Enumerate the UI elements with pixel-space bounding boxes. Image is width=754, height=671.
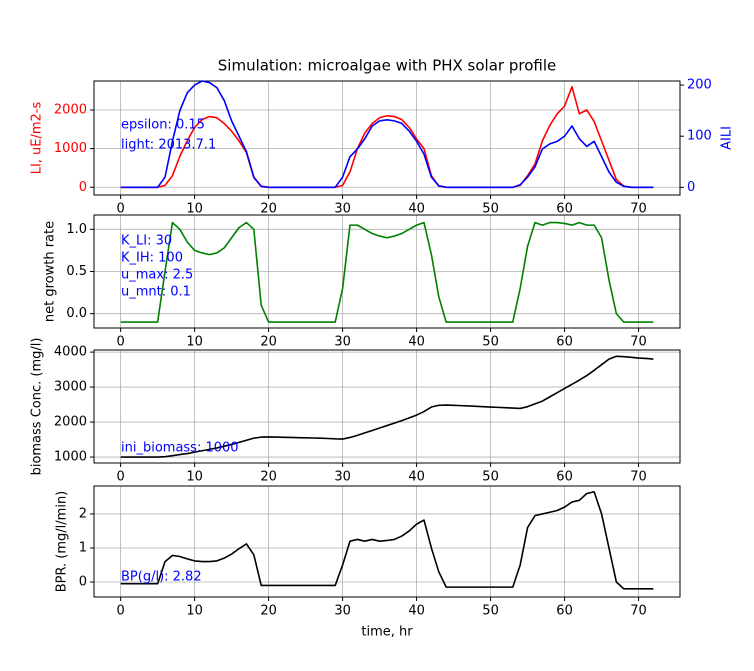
y-tick-label: 1000 [54,141,87,156]
y-tick-label: 1.0 [66,222,87,237]
x-tick-label: 70 [630,335,647,350]
x-tick-label: 50 [482,604,499,619]
y-tick-label: 1 [79,540,87,555]
x-tick-label: 30 [334,470,351,485]
annotation: u_mnt: 0.1 [121,285,191,300]
x-tick-label: 30 [334,335,351,350]
x-tick-label: 60 [556,335,573,350]
plot-frame [93,214,681,329]
y-tick-label: 2000 [54,102,87,117]
annotation: K_IH: 100 [121,251,183,266]
y-tick-label: 1000 [54,450,87,465]
annotation: u_max: 2.5 [121,268,193,283]
x-tick-label: 10 [186,470,203,485]
x-tick-label: 10 [186,335,203,350]
y-tick-label: 2000 [54,415,87,430]
y-tick-label: 0.0 [66,306,87,321]
x-tick-label: 60 [556,470,573,485]
y-tick-label: 4000 [54,345,87,360]
chart-title: Simulation: microalgae with PHX solar pr… [218,57,556,75]
data-line [120,80,654,189]
x-tick-label: 40 [408,604,425,619]
y-axis-label: LI, uE/m2-s [30,101,45,174]
x-tick-label: 20 [260,604,277,619]
annotation: ini_biomass: 1000 [121,441,239,456]
x-tick-label: 20 [260,470,277,485]
x-tick-label: 30 [334,202,351,217]
x-tick-label: 70 [630,604,647,619]
y-axis-label: BPR. (mg/l/min) [55,491,70,593]
x-tick-label: 50 [482,470,499,485]
y-axis-label: biomass Conc. (mg/l) [30,338,45,476]
data-line [120,221,654,323]
y-tick-label: 0 [79,180,87,195]
x-tick-label: 70 [630,470,647,485]
plot-frame [93,349,681,464]
y-axis-label: net growth rate [43,221,58,322]
y-tick-label: 0 [79,575,87,590]
x-tick-label: 40 [408,335,425,350]
y2-tick-label: 0 [687,180,695,195]
y2-tick-label: 100 [687,129,712,144]
data-line [120,490,654,590]
plot-frame [93,80,681,196]
annotation: light: 2013.7.1 [121,138,216,153]
y-tick-label: 3000 [54,380,87,395]
x-tick-label: 20 [260,202,277,217]
x-tick-label: 60 [556,202,573,217]
x-axis-label: time, hr [361,625,413,640]
plot-frame [93,485,681,598]
x-tick-label: 10 [186,202,203,217]
x-tick-label: 50 [482,335,499,350]
x-tick-label: 40 [408,470,425,485]
data-line [120,355,654,458]
x-tick-label: 40 [408,202,425,217]
x-tick-label: 0 [116,470,124,485]
x-tick-label: 0 [116,202,124,217]
x-tick-label: 20 [260,335,277,350]
data-line [120,86,654,189]
y-tick-label: 0.5 [66,264,87,279]
x-tick-label: 30 [334,604,351,619]
y-tick-label: 2 [79,506,87,521]
annotation: epsilon: 0.15 [121,118,205,133]
annotation: K_LI: 30 [121,234,172,249]
x-tick-label: 0 [116,604,124,619]
x-tick-label: 70 [630,202,647,217]
x-tick-label: 10 [186,604,203,619]
annotation: BP(g/l): 2.82 [121,570,202,585]
x-tick-label: 50 [482,202,499,217]
x-tick-label: 60 [556,604,573,619]
y2-axis-label: AILI [720,126,735,150]
y2-tick-label: 200 [687,78,712,93]
x-tick-label: 0 [116,335,124,350]
